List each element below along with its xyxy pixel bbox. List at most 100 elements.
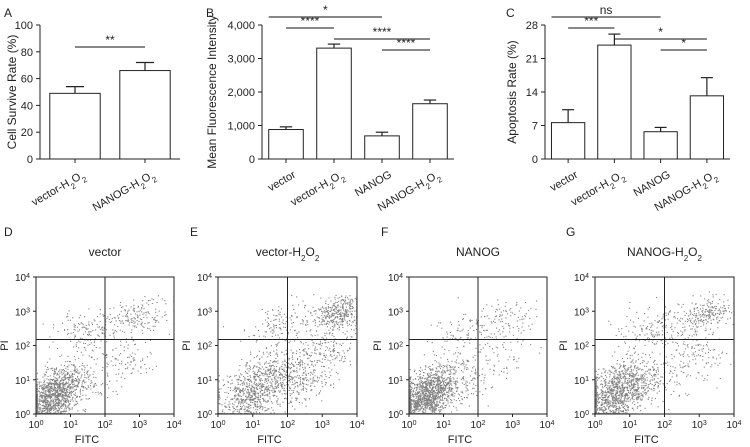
flow-event-dot [291,397,293,399]
flow-event-dot [57,404,59,406]
flow-event-dot [424,388,426,390]
flow-event-dot [232,406,234,408]
flow-event-dot [285,321,287,323]
flow-event-dot [318,317,320,319]
flow-event-dot [66,316,68,318]
flow-event-dot [415,391,417,393]
flow-event-dot [115,320,117,322]
flow-event-dot [414,403,416,405]
flow-event-dot [440,357,442,359]
flow-event-dot [288,384,290,386]
flow-event-dot [261,366,263,368]
flow-event-dot [294,361,296,363]
flow-event-dot [425,403,427,405]
flow-event-dot [73,370,75,372]
flow-event-dot [312,306,314,308]
flow-event-dot [275,334,277,336]
flow-event-dot [43,386,45,388]
flow-event-dot [324,359,326,361]
flow-event-dot [282,361,284,363]
flow-event-dot [141,319,143,321]
flow-event-dot [52,400,54,402]
flow-event-dot [267,393,269,395]
flow-event-dot [36,400,38,402]
flow-event-dot [296,296,298,298]
flow-event-dot [41,392,43,394]
flow-event-dot [56,390,58,392]
flow-event-dot [37,411,39,413]
flow-event-dot [57,393,59,395]
flow-event-dot [243,398,245,400]
flow-event-dot [98,335,100,337]
flow-event-dot [36,403,38,405]
flow-event-dot [235,387,237,389]
flow-event-dot [68,407,70,409]
flow-event-dot [147,356,149,358]
flow-event-dot [262,323,264,325]
flow-event-dot [132,368,134,370]
flow-event-dot [44,374,46,376]
flow-event-dot [332,330,334,332]
y-tick-label: 14 [526,87,538,99]
flow-event-dot [40,394,42,396]
flow-event-dot [323,366,325,368]
flow-event-dot [336,311,338,313]
flow-event-dot [255,326,257,328]
flow-event-dot [74,389,76,391]
flow-event-dot [245,395,247,397]
flow-event-dot [53,380,55,382]
flow-event-dot [70,394,72,396]
flow-event-dot [261,394,263,396]
flow-event-dot [425,403,427,405]
flow-event-dot [414,400,416,402]
flow-event-dot [257,384,259,386]
flow-event-dot [252,370,254,372]
flow-event-dot [417,386,419,388]
flow-event-dot [349,320,351,322]
flow-event-dot [414,407,416,409]
flow-event-dot [68,389,70,391]
flow-event-dot [329,310,331,312]
flow-event-dot [87,339,89,341]
flow-event-dot [242,401,244,403]
flow-event-dot [428,382,430,384]
flow-event-dot [246,386,248,388]
flow-event-dot [293,369,295,371]
flow-event-dot [112,332,114,334]
flow-event-dot [319,392,321,394]
flow-event-dot [52,392,54,394]
flow-event-dot [331,334,333,336]
flow-event-dot [37,390,39,392]
flow-event-dot [339,313,341,315]
flow-event-dot [143,327,145,329]
flow-event-dot [328,349,330,351]
flow-event-dot [332,349,334,351]
flow-event-dot [436,401,438,403]
flow-event-dot [63,370,65,372]
flow-event-dot [264,331,266,333]
flow-event-dot [348,323,350,325]
flow-event-dot [321,358,323,360]
flow-event-dot [348,310,350,312]
flow-event-dot [270,327,272,329]
flow-event-dot [249,398,251,400]
flow-event-dot [305,315,307,317]
flow-event-dot [272,394,274,396]
flow-event-dot [139,309,141,311]
flow-event-dot [314,369,316,371]
flow-event-dot [293,365,295,367]
flow-event-dot [251,384,253,386]
flow-event-dot [474,378,476,380]
flow-event-dot [310,371,312,373]
flow-event-dot [42,410,44,412]
flow-event-dot [64,383,66,385]
flow-event-dot [39,407,41,409]
flow-event-dot [46,410,48,412]
flow-event-dot [285,365,287,367]
flow-event-dot [338,318,340,320]
flow-event-dot [43,391,45,393]
flow-event-dot [255,391,257,393]
flow-event-dot [320,375,322,377]
flow-event-dot [58,411,60,413]
flow-event-dot [333,327,335,329]
